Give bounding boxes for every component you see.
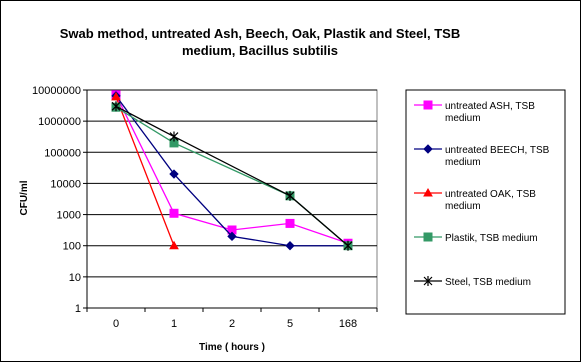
legend-label: medium [445,113,481,124]
legend-swatch-marker [423,187,433,197]
data-point [111,91,121,101]
y-tick-label: 10000 [50,178,81,190]
chart-title-line-2: medium, Bacillus subtilis [182,43,338,58]
legend-swatch-marker [423,144,433,154]
data-point [285,241,295,251]
legend-swatch-marker [423,232,433,242]
axes: 1 10 100 1000 10000 100000 1000000 10000000 0 1 2 5… [32,85,378,330]
data-point [285,190,295,201]
data-point [343,240,353,251]
x-tick-label: 2 [229,318,235,330]
y-tick-label: 10000000 [32,85,81,97]
data-point [169,208,179,218]
y-tick-label: 1 [75,303,81,315]
y-tick-label: 100 [63,241,81,253]
legend-swatch-marker [423,276,433,286]
legend-box [405,89,566,315]
x-tick-label: 0 [113,318,119,330]
data-point [169,131,179,142]
legend-label: untreated BEECH, TSB [445,145,550,156]
y-tick-label: 1000000 [38,116,81,128]
data-point [169,240,179,250]
series-5 [111,101,353,251]
chart-title-line-1: Swab method, untreated Ash, Beech, Oak, … [60,26,460,41]
series-line [115,105,349,247]
y-tick-label: 100000 [44,147,81,159]
data-point [227,231,237,242]
y-tick-label: 10 [69,272,81,284]
x-tick-label: 1 [171,318,177,330]
legend-entry-5: Steel, TSB medium [414,276,531,288]
legend-label: Steel, TSB medium [445,277,531,288]
legend-label: untreated OAK, TSB [445,189,536,200]
data-point [169,169,179,179]
legend-label: untreated ASH, TSB [445,101,535,112]
series-group [111,90,353,251]
x-axis-title: Time ( hours ) [199,342,265,353]
data-point [285,218,295,228]
plot-area [86,89,378,309]
series-3 [111,91,179,250]
legend-swatch-marker [423,100,433,110]
legend-label: medium [445,201,481,212]
series-line [115,96,175,246]
x-tick-label: 5 [287,318,293,330]
data-point [111,101,121,112]
legend-label: medium [445,157,481,168]
x-tick-label: 168 [339,318,357,330]
y-tick-label: 1000 [57,210,81,222]
legend-entry-4: Plastik, TSB medium [414,232,538,244]
y-axis-title: CFU/ml [19,180,30,215]
legend-label: Plastik, TSB medium [445,233,538,244]
